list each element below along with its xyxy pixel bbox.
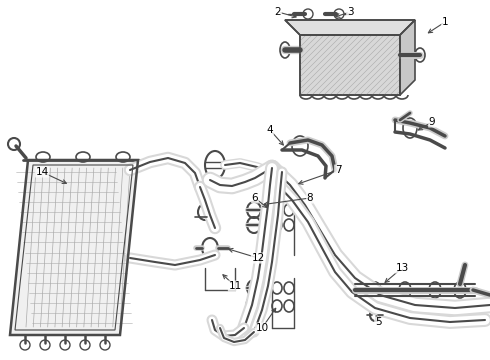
Polygon shape xyxy=(400,20,415,95)
Polygon shape xyxy=(300,35,400,95)
Text: 3: 3 xyxy=(347,7,353,17)
Text: 4: 4 xyxy=(267,125,273,135)
Text: 12: 12 xyxy=(251,253,265,263)
Text: 14: 14 xyxy=(35,167,49,177)
Text: 10: 10 xyxy=(255,323,269,333)
Text: 8: 8 xyxy=(307,193,313,203)
Text: 13: 13 xyxy=(395,263,409,273)
Text: 2: 2 xyxy=(275,7,281,17)
Text: 11: 11 xyxy=(228,281,242,291)
Polygon shape xyxy=(285,20,415,35)
Polygon shape xyxy=(10,160,138,335)
Text: 6: 6 xyxy=(252,193,258,203)
Text: 7: 7 xyxy=(335,165,342,175)
Text: 5: 5 xyxy=(375,317,381,327)
Text: 1: 1 xyxy=(441,17,448,27)
Text: 9: 9 xyxy=(429,117,435,127)
